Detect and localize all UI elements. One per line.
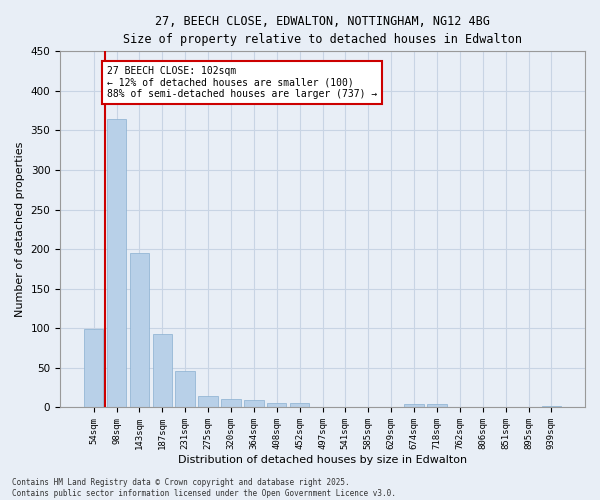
Y-axis label: Number of detached properties: Number of detached properties bbox=[15, 142, 25, 317]
Bar bbox=[290, 402, 310, 407]
Bar bbox=[427, 404, 446, 407]
Bar bbox=[199, 396, 218, 407]
Bar bbox=[107, 118, 126, 408]
Bar bbox=[404, 404, 424, 407]
Bar bbox=[221, 399, 241, 407]
Bar bbox=[244, 400, 263, 407]
Bar bbox=[175, 371, 195, 408]
Title: 27, BEECH CLOSE, EDWALTON, NOTTINGHAM, NG12 4BG
Size of property relative to det: 27, BEECH CLOSE, EDWALTON, NOTTINGHAM, N… bbox=[123, 15, 522, 46]
Bar bbox=[130, 253, 149, 408]
Bar bbox=[152, 334, 172, 407]
Text: 27 BEECH CLOSE: 102sqm
← 12% of detached houses are smaller (100)
88% of semi-de: 27 BEECH CLOSE: 102sqm ← 12% of detached… bbox=[107, 66, 377, 99]
Bar bbox=[542, 406, 561, 407]
Bar bbox=[267, 402, 286, 407]
Bar bbox=[84, 329, 103, 407]
Text: Contains HM Land Registry data © Crown copyright and database right 2025.
Contai: Contains HM Land Registry data © Crown c… bbox=[12, 478, 396, 498]
X-axis label: Distribution of detached houses by size in Edwalton: Distribution of detached houses by size … bbox=[178, 455, 467, 465]
